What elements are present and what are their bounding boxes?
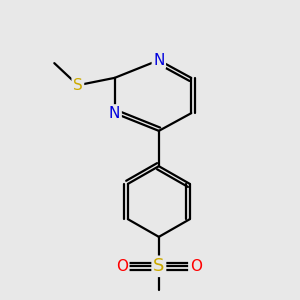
Text: N: N [109,106,120,121]
Text: N: N [153,53,164,68]
Text: O: O [190,259,202,274]
Text: S: S [153,257,164,275]
Text: S: S [73,78,83,93]
Text: O: O [116,259,128,274]
